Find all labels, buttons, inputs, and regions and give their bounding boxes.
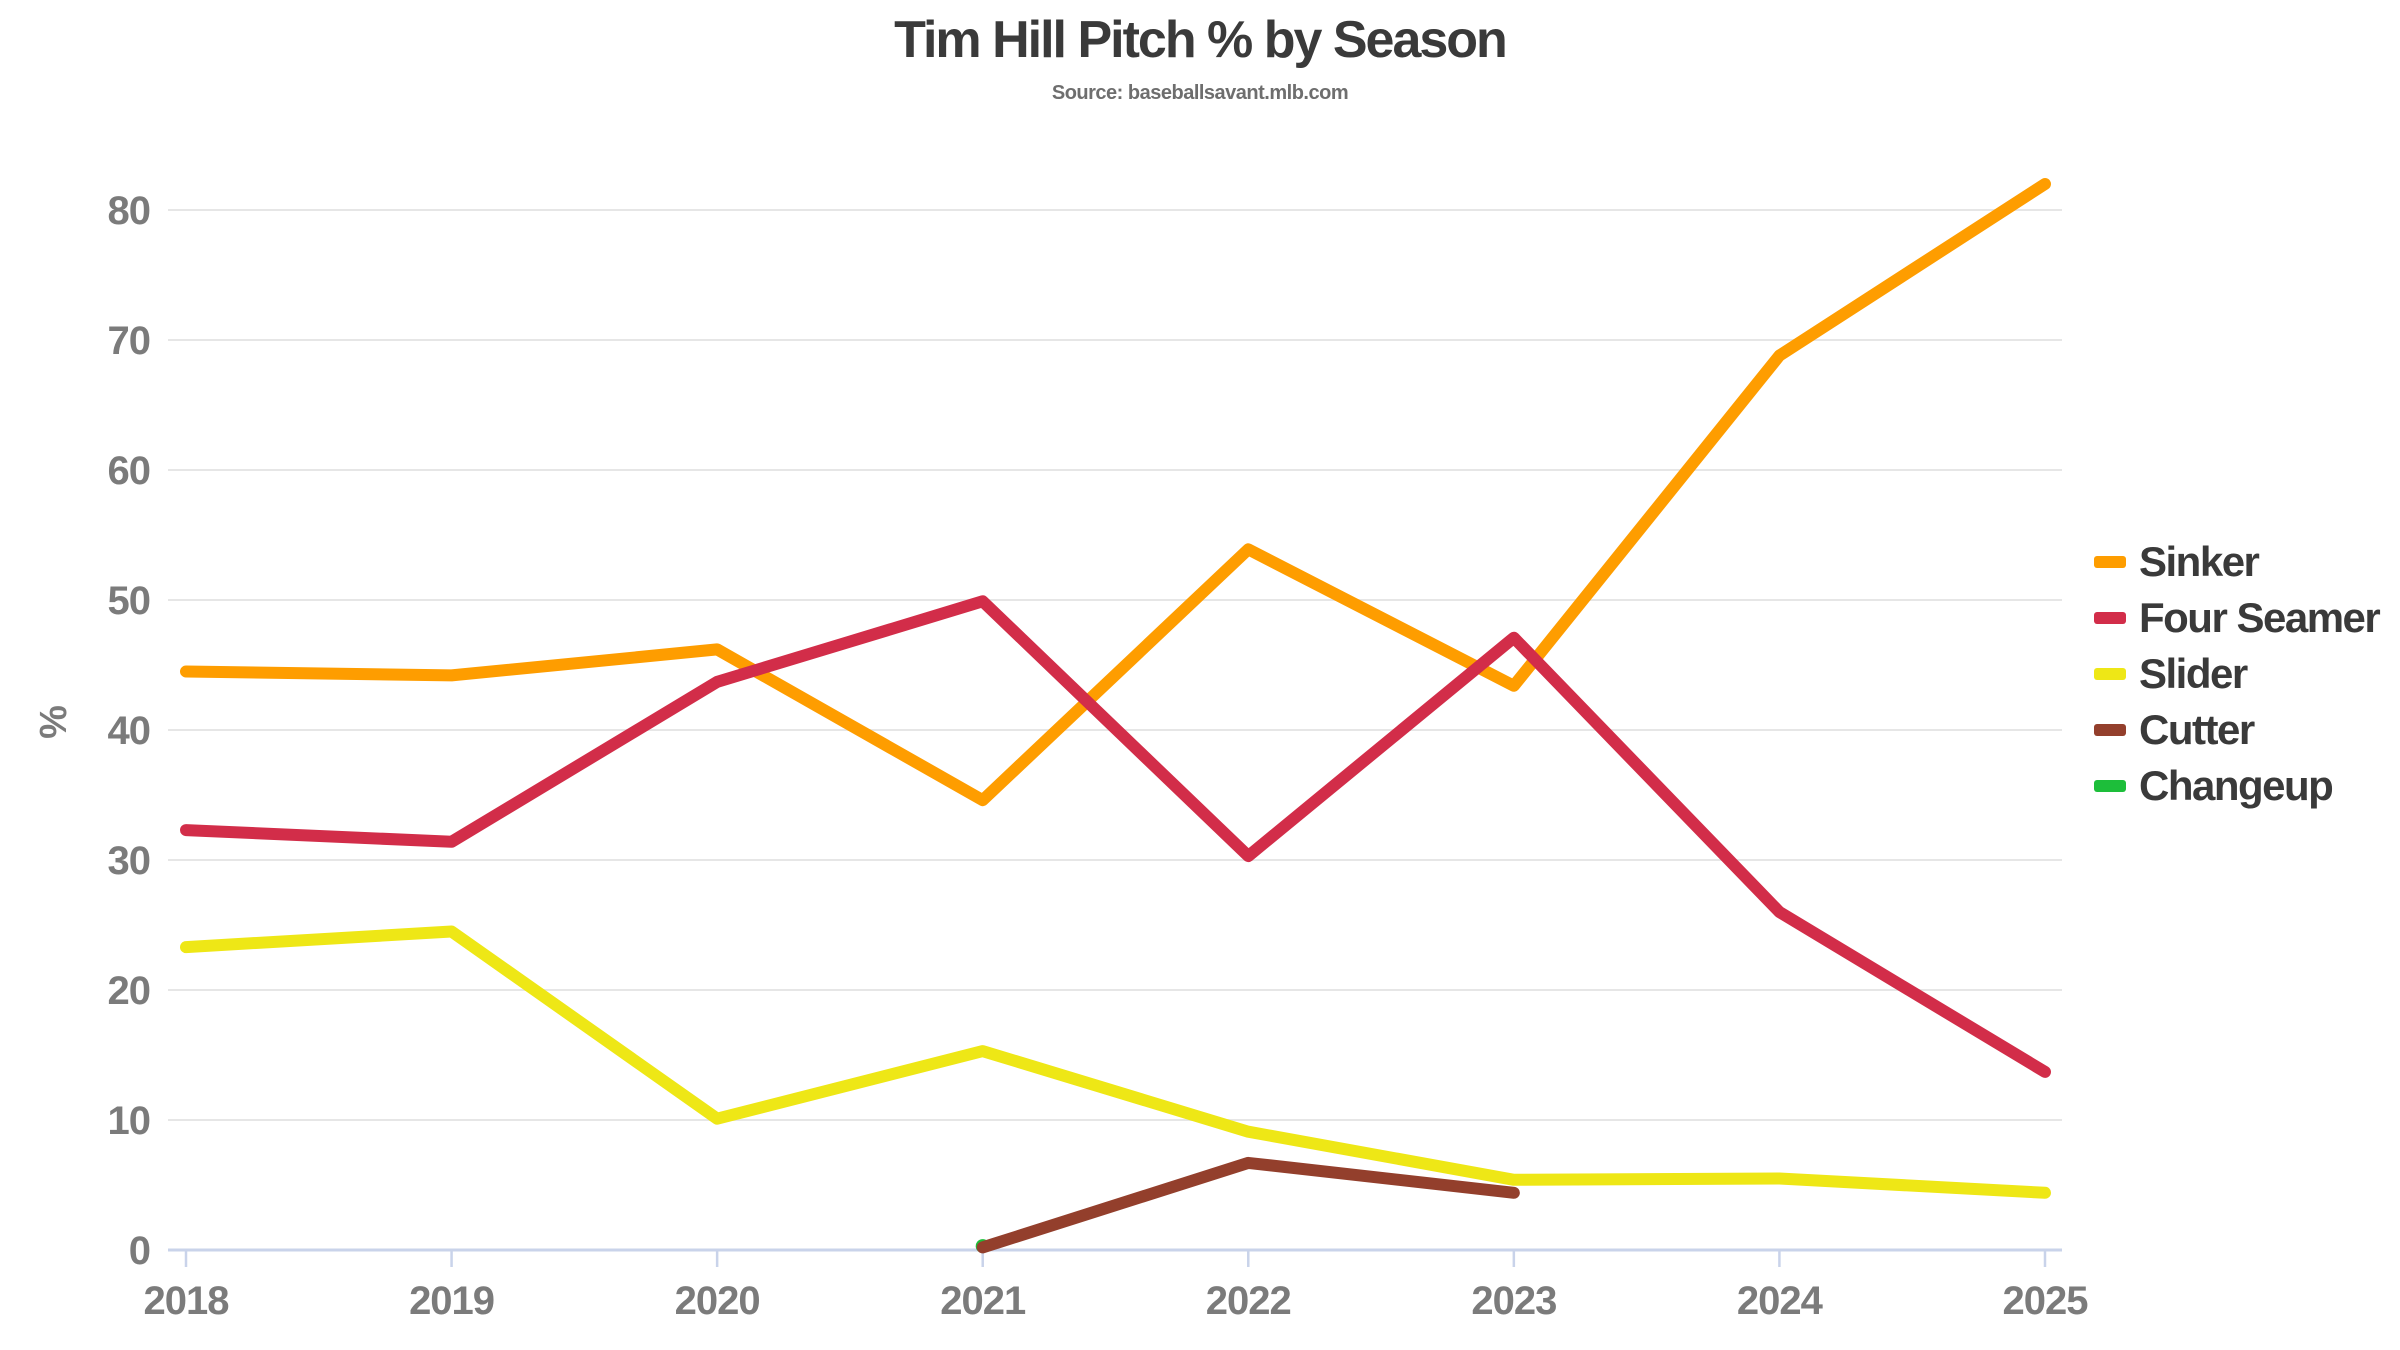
- y-tick-label: 50: [108, 579, 151, 623]
- series-line-slider: [180, 925, 2051, 1199]
- legend-swatch-slider: [2094, 668, 2126, 680]
- legend-swatch-four-seamer: [2094, 612, 2126, 624]
- y-axis-unit-label: %: [33, 705, 75, 739]
- y-tick-label: 30: [108, 839, 151, 883]
- x-tick-label: 2018: [144, 1279, 230, 1323]
- series-line-four-seamer: [180, 595, 2051, 1078]
- legend-item-changeup[interactable]: Changeup: [2094, 758, 2379, 814]
- legend-label: Four Seamer: [2139, 594, 2381, 641]
- legend-item-slider[interactable]: Slider: [2094, 646, 2379, 702]
- y-tick-label: 80: [108, 189, 151, 233]
- legend-item-four-seamer[interactable]: Four Seamer: [2094, 590, 2381, 646]
- y-tick-label: 60: [108, 449, 151, 493]
- series-line-sinker: [180, 178, 2051, 807]
- legend-label: Cutter: [2139, 706, 2255, 753]
- y-tick-label: 10: [108, 1099, 151, 1143]
- legend-swatch-cutter: [2094, 724, 2126, 736]
- y-tick-label: 20: [108, 969, 151, 1013]
- x-tick-label: 2024: [1737, 1279, 1824, 1323]
- y-tick-label: 40: [108, 709, 151, 753]
- chart-title: Tim Hill Pitch % by Season: [894, 11, 1508, 69]
- legend-item-sinker[interactable]: Sinker: [2094, 534, 2379, 590]
- y-tick-label: 70: [108, 319, 151, 363]
- legend-label: Sinker: [2139, 538, 2260, 585]
- chart-subtitle: Source: baseballsavant.mlb.com: [1051, 82, 1349, 104]
- x-tick-label: 2019: [409, 1279, 494, 1323]
- legend-swatch-changeup: [2094, 780, 2126, 792]
- chart-legend: Sinker Four Seamer Slider Cutter Changeup: [2094, 534, 2381, 814]
- x-tick-label: 2022: [1206, 1279, 1291, 1323]
- legend-item-cutter[interactable]: Cutter: [2094, 702, 2379, 758]
- y-tick-label: 0: [129, 1229, 150, 1273]
- legend-label: Changeup: [2139, 762, 2334, 809]
- legend-swatch-sinker: [2094, 556, 2126, 568]
- legend-label: Slider: [2139, 650, 2248, 697]
- x-tick-label: 2021: [940, 1279, 1026, 1323]
- x-tick-label: 2025: [2002, 1279, 2088, 1323]
- series-line-cutter: [976, 1156, 1520, 1254]
- x-tick-label: 2020: [675, 1279, 760, 1323]
- x-tick-label: 2023: [1471, 1279, 1556, 1323]
